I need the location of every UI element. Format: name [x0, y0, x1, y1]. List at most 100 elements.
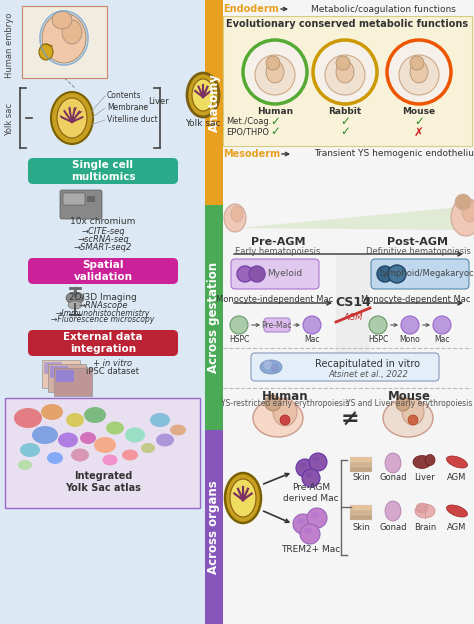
Ellipse shape — [68, 301, 82, 309]
Text: Liver: Liver — [148, 97, 169, 107]
Bar — [350, 462, 372, 467]
Text: AGM: AGM — [447, 522, 467, 532]
Text: Monocyte-dependent Mac: Monocyte-dependent Mac — [361, 295, 471, 303]
Ellipse shape — [57, 98, 87, 138]
Circle shape — [255, 55, 295, 95]
Text: + in vitro: + in vitro — [93, 359, 133, 369]
Ellipse shape — [106, 421, 124, 434]
Text: Early hematopoiesis: Early hematopoiesis — [235, 246, 321, 255]
Text: Contents: Contents — [107, 92, 142, 100]
Circle shape — [377, 266, 393, 282]
Bar — [56, 370, 74, 382]
Text: HSPC: HSPC — [229, 334, 249, 343]
Text: ✓: ✓ — [340, 115, 350, 129]
Ellipse shape — [383, 399, 433, 437]
Ellipse shape — [410, 61, 428, 83]
Circle shape — [237, 266, 253, 282]
Text: CS14: CS14 — [335, 296, 371, 308]
Ellipse shape — [141, 443, 155, 453]
Text: Membrane: Membrane — [107, 104, 148, 112]
Text: Evolutionary conserved metabolic functions: Evolutionary conserved metabolic functio… — [226, 19, 468, 29]
Circle shape — [387, 40, 451, 104]
Circle shape — [408, 415, 418, 425]
Bar — [0, 0, 205, 624]
Ellipse shape — [312, 457, 319, 462]
FancyBboxPatch shape — [28, 158, 178, 184]
Text: ✓: ✓ — [340, 125, 350, 139]
Circle shape — [401, 316, 419, 334]
Text: Liver: Liver — [415, 474, 436, 482]
Ellipse shape — [125, 427, 145, 442]
Bar — [205, 205, 223, 430]
Text: Mesoderm: Mesoderm — [223, 149, 280, 159]
Circle shape — [309, 453, 327, 471]
Circle shape — [243, 40, 307, 104]
Ellipse shape — [20, 443, 40, 457]
Text: ✗: ✗ — [414, 125, 424, 139]
Ellipse shape — [80, 432, 96, 444]
Ellipse shape — [58, 432, 78, 447]
Circle shape — [399, 55, 439, 95]
Ellipse shape — [416, 503, 428, 513]
Text: Lymphoid/Megakaryocyte: Lymphoid/Megakaryocyte — [379, 270, 474, 278]
Text: iPSC dataset: iPSC dataset — [86, 368, 139, 376]
Text: Vitelline duct: Vitelline duct — [107, 115, 158, 125]
Ellipse shape — [71, 449, 89, 462]
Text: →Fluorescence microscopy: →Fluorescence microscopy — [51, 316, 155, 324]
Ellipse shape — [297, 518, 305, 524]
Ellipse shape — [62, 20, 82, 44]
Text: Post-AGM: Post-AGM — [388, 237, 448, 247]
Text: ✓: ✓ — [270, 115, 280, 129]
Ellipse shape — [447, 456, 467, 468]
Text: Mac: Mac — [434, 334, 450, 343]
Bar — [350, 467, 372, 472]
Ellipse shape — [84, 407, 106, 423]
Ellipse shape — [336, 61, 354, 83]
Ellipse shape — [273, 398, 297, 426]
Bar — [205, 0, 223, 205]
Ellipse shape — [66, 413, 84, 427]
Ellipse shape — [192, 79, 214, 111]
Circle shape — [410, 56, 424, 70]
Circle shape — [266, 56, 280, 70]
Text: →Immunohistochemistry: →Immunohistochemistry — [56, 308, 150, 318]
Text: Definitive hematopoiesis: Definitive hematopoiesis — [365, 246, 470, 255]
Ellipse shape — [170, 424, 186, 436]
Ellipse shape — [52, 11, 72, 29]
Ellipse shape — [260, 360, 282, 374]
FancyBboxPatch shape — [28, 258, 178, 284]
Circle shape — [296, 459, 314, 477]
Circle shape — [302, 469, 320, 487]
Circle shape — [280, 415, 290, 425]
Ellipse shape — [41, 404, 63, 420]
FancyBboxPatch shape — [60, 190, 102, 219]
Ellipse shape — [304, 528, 312, 534]
Circle shape — [396, 397, 410, 411]
Text: Gonad: Gonad — [379, 522, 407, 532]
Ellipse shape — [447, 505, 467, 517]
Ellipse shape — [415, 504, 435, 518]
Text: Single cell
multiomics: Single cell multiomics — [71, 160, 135, 182]
Text: →SMART-seq2: →SMART-seq2 — [74, 243, 132, 251]
Bar — [87, 196, 95, 202]
Text: Yolk sac: Yolk sac — [6, 104, 15, 137]
Circle shape — [307, 508, 327, 528]
Bar — [22, 6, 107, 78]
Text: Mono: Mono — [400, 334, 420, 343]
FancyBboxPatch shape — [264, 318, 290, 332]
Ellipse shape — [47, 452, 63, 464]
Bar — [350, 457, 372, 462]
Ellipse shape — [253, 399, 303, 437]
Circle shape — [249, 266, 265, 282]
Ellipse shape — [300, 462, 307, 467]
Text: Pre-AGM
derived Mac: Pre-AGM derived Mac — [283, 484, 339, 503]
Ellipse shape — [102, 454, 118, 466]
Text: YS-restricted early erythropoiesis: YS-restricted early erythropoiesis — [221, 399, 349, 409]
Circle shape — [265, 395, 281, 411]
Text: ≠: ≠ — [341, 410, 359, 430]
Ellipse shape — [122, 449, 138, 461]
Ellipse shape — [385, 501, 401, 521]
Circle shape — [455, 194, 471, 210]
Text: Across organs: Across organs — [208, 480, 220, 574]
Text: Atsinet et al., 2022: Atsinet et al., 2022 — [328, 369, 408, 379]
